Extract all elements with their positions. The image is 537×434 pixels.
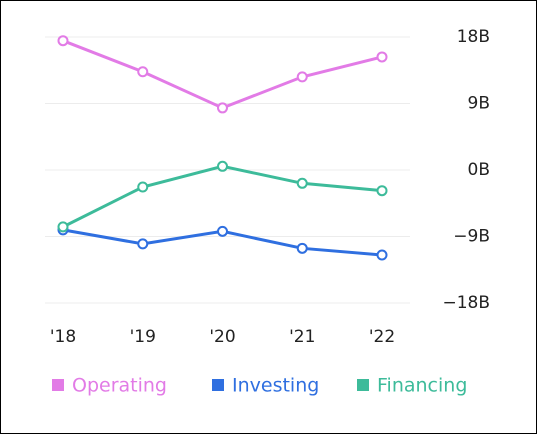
point	[217, 102, 228, 114]
point	[217, 225, 228, 237]
y-tick-label: −9B	[453, 227, 490, 247]
y-tick-label: −18B	[442, 293, 490, 313]
x-tick-label: '22	[369, 327, 395, 347]
y-tick-label: 0B	[468, 160, 490, 180]
point	[376, 185, 388, 197]
point	[296, 71, 308, 83]
legend-label: Operating	[72, 375, 167, 397]
point	[296, 242, 308, 254]
point	[57, 221, 69, 233]
x-tick-label: '19	[130, 327, 156, 347]
point	[57, 35, 69, 47]
legend-swatch	[357, 379, 369, 391]
legend-swatch	[212, 379, 224, 391]
point	[296, 177, 308, 189]
y-tick-label: 18B	[457, 27, 490, 47]
point	[137, 66, 149, 78]
point	[376, 51, 388, 63]
x-tick-label: '20	[209, 327, 235, 347]
point	[217, 160, 228, 172]
legend-label: Financing	[377, 375, 467, 397]
y-tick-label: 9B	[468, 94, 490, 114]
x-tick-label: '21	[289, 327, 315, 347]
point	[137, 238, 149, 250]
point	[137, 181, 149, 193]
legend-label: Investing	[232, 375, 319, 397]
x-tick-label: '18	[50, 327, 76, 347]
legend-swatch	[52, 379, 64, 391]
point	[376, 249, 388, 261]
